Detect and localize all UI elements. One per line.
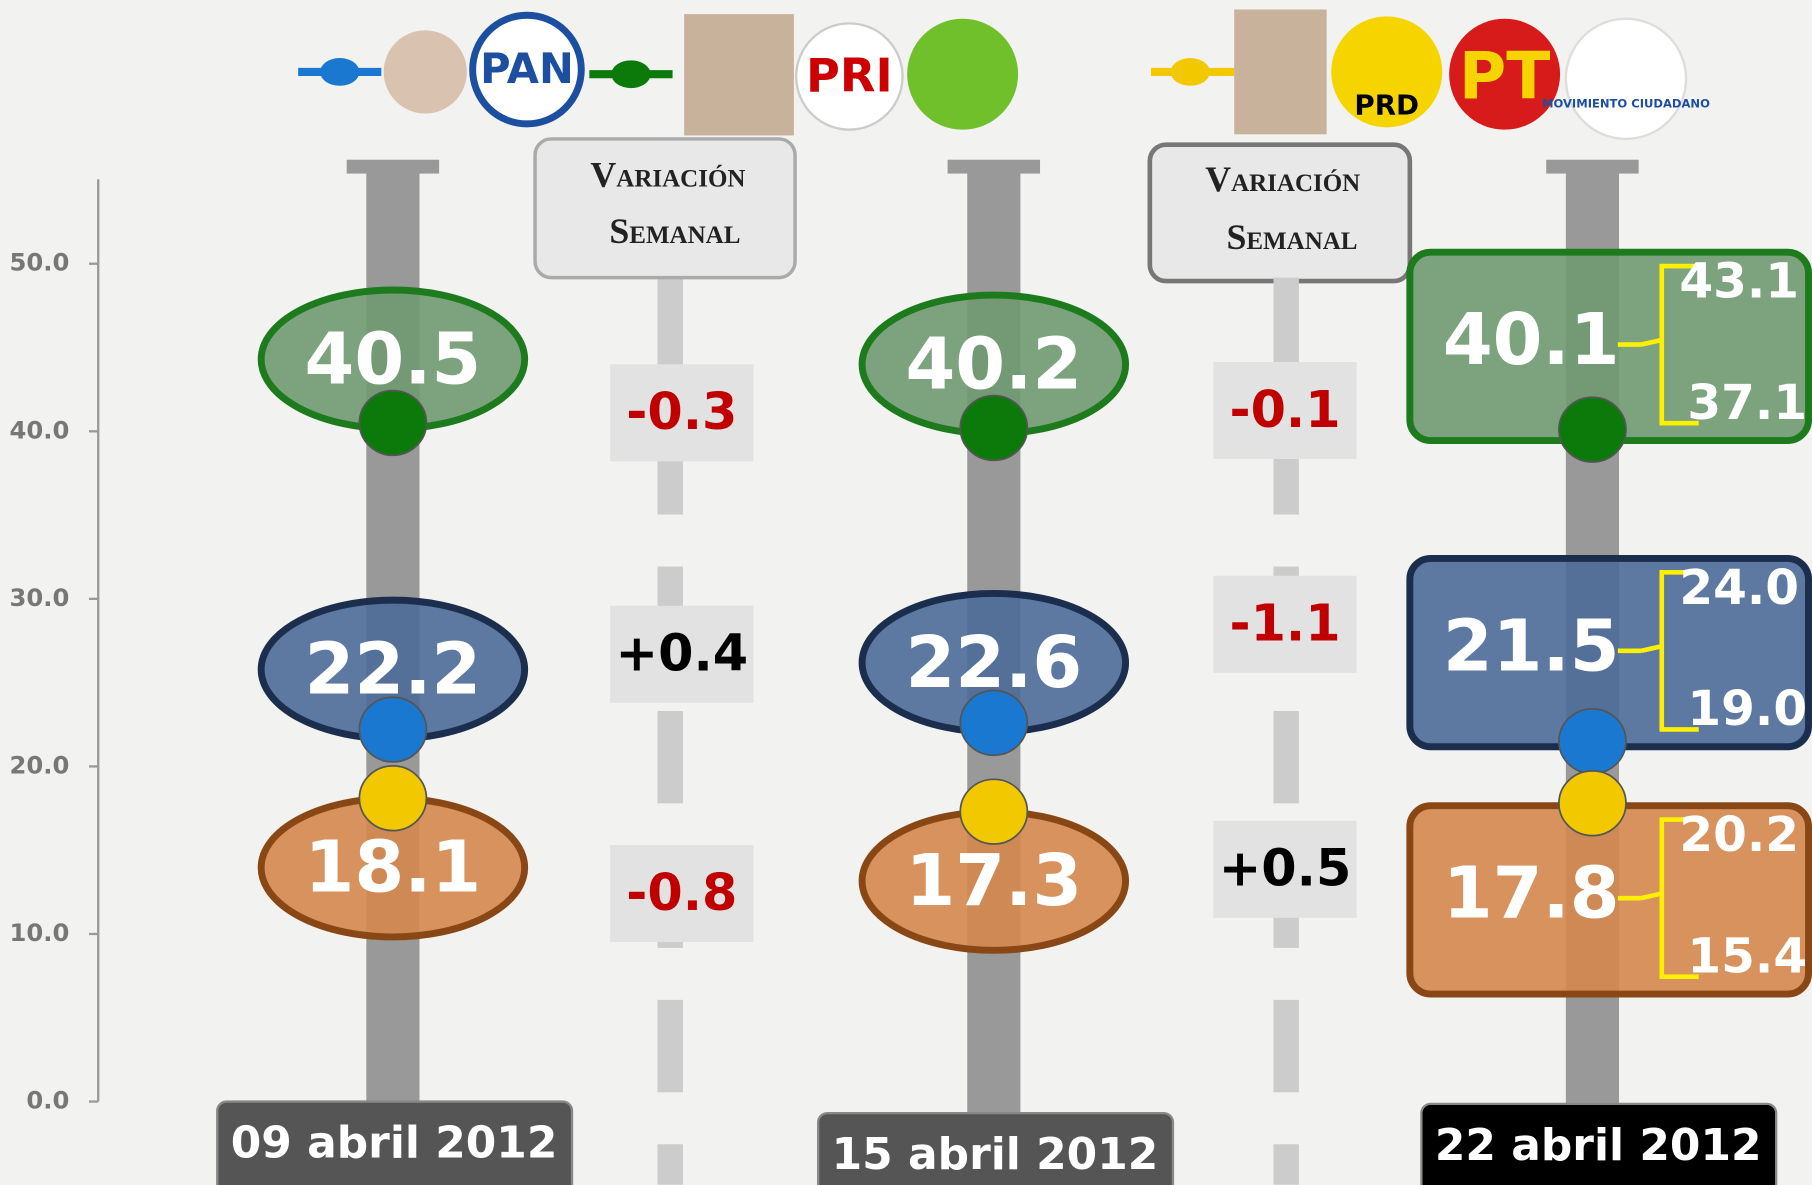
dot xyxy=(358,696,428,763)
logo-text: PRD xyxy=(1354,89,1419,122)
variation-title: Variación xyxy=(1205,159,1360,199)
dot xyxy=(358,765,428,832)
legend-dot xyxy=(1170,58,1210,86)
variation-box xyxy=(610,845,754,943)
dot xyxy=(1558,396,1627,463)
variation-label: -0.8 xyxy=(626,863,737,922)
category-box xyxy=(216,1100,574,1185)
variation-title: Semanal xyxy=(609,211,740,251)
y-tick-label: 0.0 xyxy=(26,1086,69,1115)
variation-label: +0.4 xyxy=(615,624,748,683)
logo-text: MOVIMIENTO CIUDADANO xyxy=(1542,97,1710,111)
variation-box xyxy=(610,364,754,462)
interval-high: 43.1 xyxy=(1679,254,1799,310)
x-tick-label: 15 abril 2012 xyxy=(832,1129,1159,1180)
value-label: 21.5 xyxy=(1443,604,1620,687)
y-tick-label: 10.0 xyxy=(9,918,69,947)
x-tick-label: 09 abril 2012 xyxy=(231,1117,558,1168)
pan-logo xyxy=(469,11,585,128)
value-label: 17.8 xyxy=(1443,852,1620,935)
variation-title-box: Variación Semanal xyxy=(1147,142,1413,284)
y-tick-label: 50.0 xyxy=(9,248,69,277)
dot xyxy=(959,778,1029,845)
variation-title: Semanal xyxy=(1226,217,1357,257)
prd-logo xyxy=(1331,16,1443,128)
pvem-logo xyxy=(907,18,1019,130)
interval-high: 20.2 xyxy=(1679,807,1799,863)
interval-low: 37.1 xyxy=(1687,375,1807,431)
variation-box xyxy=(1213,361,1357,460)
legend-dot xyxy=(611,60,651,89)
dot xyxy=(358,389,428,457)
category-box xyxy=(1420,1102,1778,1185)
column-cap xyxy=(947,159,1041,174)
y-tick-label: 40.0 xyxy=(9,415,69,444)
dot xyxy=(959,689,1029,757)
logo-text: PAN xyxy=(480,44,574,93)
variation-label: -1.1 xyxy=(1229,594,1340,653)
interval-brace xyxy=(1617,263,1699,426)
dot xyxy=(1558,708,1627,775)
interval-low: 19.0 xyxy=(1687,681,1807,737)
category-box xyxy=(817,1111,1175,1185)
interval-brace xyxy=(1617,569,1699,732)
dot xyxy=(959,394,1029,462)
legend: PAN PRI PRD PT MOVIMIENTO CIUDADANO xyxy=(298,9,1710,141)
candidate-photo xyxy=(684,14,794,136)
value-label: 40.5 xyxy=(305,318,482,401)
x-tick-label: 22 abril 2012 xyxy=(1435,1120,1762,1171)
variation-label: -0.3 xyxy=(626,382,737,441)
logo-text: PT xyxy=(1459,40,1551,115)
dot xyxy=(1558,770,1627,837)
variation-title-box: Variación Semanal xyxy=(533,137,797,280)
pt-logo xyxy=(1449,18,1561,130)
value-label: 40.1 xyxy=(1443,298,1620,381)
variation-title: Variación xyxy=(590,154,745,194)
mc-logo xyxy=(1564,17,1688,141)
interval-brace xyxy=(1617,817,1699,980)
column-cap xyxy=(1546,159,1639,174)
candidate-photo xyxy=(1234,9,1327,135)
variation-box xyxy=(1213,575,1357,673)
column-cap xyxy=(346,159,440,174)
variation-box xyxy=(610,605,754,703)
interval-low: 15.4 xyxy=(1687,928,1807,984)
legend-dot xyxy=(320,58,360,86)
logo-text: PRI xyxy=(806,48,893,102)
value-label: 17.3 xyxy=(905,839,1082,922)
variation-box xyxy=(1213,820,1357,918)
value-label: 18.1 xyxy=(305,826,482,909)
pri-logo xyxy=(795,22,904,131)
y-tick-label: 30.0 xyxy=(9,583,69,612)
candidate-photo xyxy=(383,30,467,114)
variation-label: -0.1 xyxy=(1229,380,1340,439)
interval-high: 24.0 xyxy=(1679,560,1799,616)
y-tick-label: 20.0 xyxy=(9,750,69,779)
variation-label: +0.5 xyxy=(1219,839,1352,898)
value-label: 40.2 xyxy=(905,323,1082,406)
